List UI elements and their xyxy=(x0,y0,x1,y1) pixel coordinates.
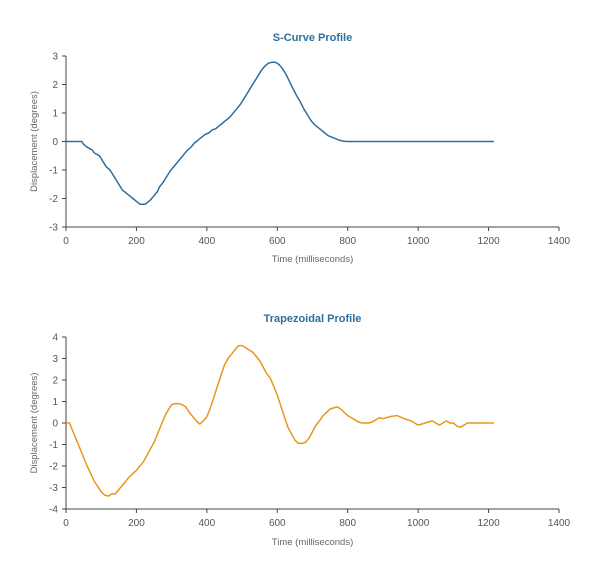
x-tick-label: 800 xyxy=(339,518,356,529)
x-tick-label: 1400 xyxy=(548,236,571,247)
y-tick-label: 0 xyxy=(52,137,58,148)
x-tick-label: 600 xyxy=(269,518,286,529)
x-axis-label: Time (milliseconds) xyxy=(272,254,353,265)
x-tick-label: 1000 xyxy=(407,518,430,529)
y-tick-label: 1 xyxy=(52,109,58,120)
x-tick-label: 600 xyxy=(269,236,286,247)
chart-title: Trapezoidal Profile xyxy=(264,313,362,325)
x-tick-label: 200 xyxy=(128,236,145,247)
y-tick-label: -2 xyxy=(49,194,58,205)
y-tick-label: 3 xyxy=(52,52,58,63)
x-tick-label: 400 xyxy=(199,236,216,247)
y-tick-label: 2 xyxy=(52,80,58,91)
x-tick-label: 400 xyxy=(199,518,216,529)
series-line xyxy=(66,61,494,205)
y-tick-label: 4 xyxy=(52,333,58,344)
x-axis-label: Time (milliseconds) xyxy=(272,537,353,548)
y-tick-label: 2 xyxy=(52,376,58,387)
x-tick-label: 0 xyxy=(63,236,69,247)
x-tick-label: 1400 xyxy=(548,518,571,529)
x-tick-label: 1000 xyxy=(407,236,430,247)
y-axis-label: Displacement (degrees) xyxy=(29,373,40,474)
x-tick-label: 1200 xyxy=(477,236,500,247)
x-tick-label: 200 xyxy=(128,518,145,529)
series-line xyxy=(66,344,494,497)
y-tick-label: 1 xyxy=(52,397,58,408)
x-tick-label: 800 xyxy=(339,236,356,247)
y-tick-label: -1 xyxy=(49,166,58,177)
y-tick-label: -3 xyxy=(49,223,58,234)
y-tick-label: -1 xyxy=(49,440,58,451)
y-tick-label: -2 xyxy=(49,462,58,473)
y-tick-label: -3 xyxy=(49,483,58,494)
chart-title: S-Curve Profile xyxy=(273,32,352,44)
x-tick-label: 0 xyxy=(63,518,69,529)
y-axis-label: Displacement (degrees) xyxy=(29,91,40,192)
y-tick-label: -4 xyxy=(49,505,58,516)
y-tick-label: 0 xyxy=(52,419,58,430)
y-tick-label: 3 xyxy=(52,354,58,365)
x-tick-label: 1200 xyxy=(477,518,500,529)
